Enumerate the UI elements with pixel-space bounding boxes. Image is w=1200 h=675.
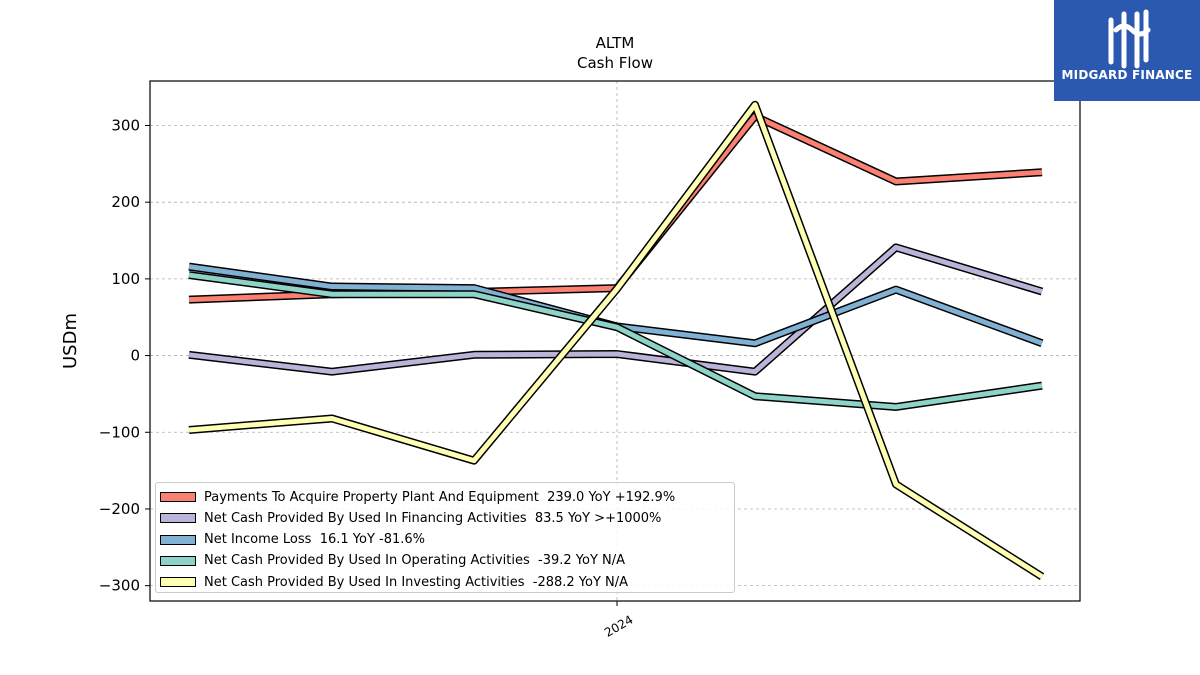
series-line-5 xyxy=(188,100,1045,580)
series-line-1 xyxy=(188,112,1043,304)
plot-frame xyxy=(149,80,1081,602)
logo-text: MIDGARD FINANCE xyxy=(1061,68,1193,82)
chart-title: ALTM xyxy=(596,34,635,52)
legend-swatch xyxy=(160,534,196,545)
legend-label: Net Cash Provided By Used In Investing A… xyxy=(204,574,629,590)
y-tick-label: 100 xyxy=(111,270,140,288)
series-outline xyxy=(188,112,1043,304)
legend-swatch xyxy=(160,513,196,524)
brand-logo: MIDGARD FINANCE xyxy=(1054,0,1200,101)
y-tick-label: 0 xyxy=(130,347,140,365)
y-tick-label: 200 xyxy=(111,193,140,211)
series-stroke xyxy=(188,102,1044,579)
series-stroke xyxy=(188,113,1043,303)
legend-item: Net Cash Provided By Used In Operating A… xyxy=(160,551,625,571)
legend-item: Net Income Loss 16.1 YoY -81.6% xyxy=(160,530,425,550)
legend-label: Net Cash Provided By Used In Financing A… xyxy=(204,510,662,526)
legend-label: Payments To Acquire Property Plant And E… xyxy=(204,489,676,505)
chart-subtitle: Cash Flow xyxy=(577,54,653,72)
legend-label: Net Cash Provided By Used In Operating A… xyxy=(204,553,626,569)
series-line-4 xyxy=(188,271,1043,411)
legend-label: Net Income Loss 16.1 YoY -81.6% xyxy=(204,532,426,548)
y-tick-label: 300 xyxy=(111,116,140,134)
legend-item: Net Cash Provided By Used In Investing A… xyxy=(160,572,628,592)
series-stroke xyxy=(188,244,1043,375)
legend-item: Payments To Acquire Property Plant And E… xyxy=(160,487,675,507)
legend-swatch xyxy=(160,492,196,502)
midgard-logo-icon xyxy=(1108,9,1151,69)
legend-swatch xyxy=(160,555,196,566)
series-stroke xyxy=(188,264,1043,346)
y-axis-label: USDm xyxy=(60,313,81,369)
legend-swatch xyxy=(160,577,196,588)
legend-item: Net Cash Provided By Used In Financing A… xyxy=(160,508,661,528)
y-tick-label: −200 xyxy=(99,500,140,518)
legend: Payments To Acquire Property Plant And E… xyxy=(155,482,735,593)
x-tick-label: 2024 xyxy=(602,612,635,639)
series-stroke xyxy=(188,272,1043,410)
series-line-3 xyxy=(188,262,1044,348)
series-outline xyxy=(188,262,1044,348)
series-line-2 xyxy=(188,243,1044,376)
y-tick-label: −100 xyxy=(99,423,140,441)
y-tick-label: −300 xyxy=(99,577,140,595)
